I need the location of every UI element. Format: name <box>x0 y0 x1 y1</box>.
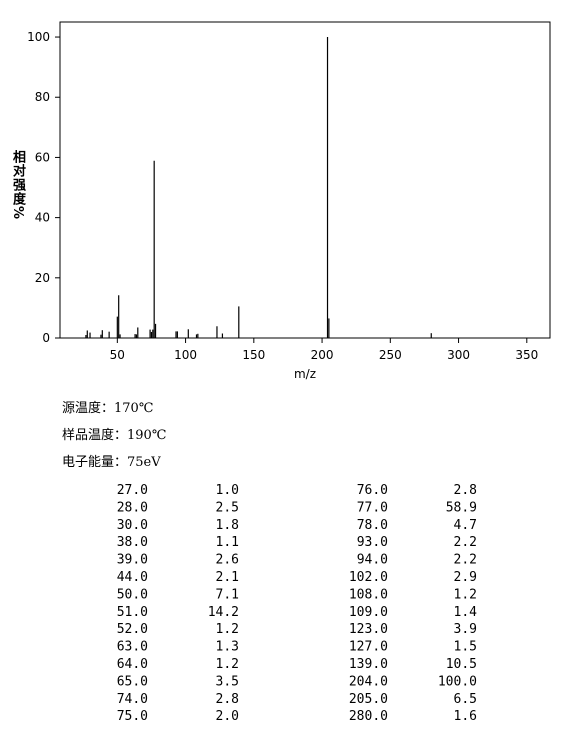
table-intensity: 1.4 <box>454 605 478 620</box>
y-tick-label: 80 <box>35 90 50 104</box>
table-intensity: 2.2 <box>454 535 477 550</box>
table-mz: 77.0 <box>357 500 388 515</box>
table-mz: 64.0 <box>117 657 148 672</box>
table-mz: 139.0 <box>349 657 388 672</box>
x-tick-label: 350 <box>515 348 538 362</box>
x-tick-label: 250 <box>379 348 402 362</box>
table-mz: 123.0 <box>349 622 388 637</box>
table-intensity: 3.5 <box>216 674 239 689</box>
y-tick-label: 0 <box>42 331 50 345</box>
table-intensity: 2.6 <box>216 553 239 568</box>
table-intensity: 7.1 <box>216 587 239 602</box>
table-mz: 52.0 <box>117 622 148 637</box>
table-intensity: 1.2 <box>454 587 477 602</box>
table-mz: 50.0 <box>117 587 148 602</box>
table-mz: 94.0 <box>357 553 388 568</box>
table-intensity: 2.8 <box>216 692 239 707</box>
table-mz: 74.0 <box>117 692 148 707</box>
table-intensity: 1.0 <box>216 483 239 498</box>
table-mz: 76.0 <box>357 483 388 498</box>
table-mz: 78.0 <box>357 518 388 533</box>
table-mz: 65.0 <box>117 674 148 689</box>
table-intensity: 3.9 <box>454 622 477 637</box>
table-mz: 75.0 <box>117 709 148 724</box>
y-tick-label: 60 <box>35 150 50 164</box>
table-mz: 27.0 <box>117 483 148 498</box>
table-intensity: 1.1 <box>216 535 239 550</box>
x-tick-label: 50 <box>110 348 125 362</box>
x-tick-label: 200 <box>311 348 334 362</box>
table-intensity: 1.6 <box>454 709 477 724</box>
x-tick-label: 100 <box>174 348 197 362</box>
table-intensity: 1.2 <box>216 622 239 637</box>
condition: 源温度：170℃ <box>62 400 153 416</box>
condition: 电子能量：75eV <box>62 455 161 470</box>
table-mz: 109.0 <box>349 605 388 620</box>
table-intensity: 10.5 <box>446 657 477 672</box>
x-tick-label: 150 <box>242 348 265 362</box>
table-intensity: 2.2 <box>454 553 477 568</box>
table-intensity: 2.0 <box>216 709 239 724</box>
table-mz: 204.0 <box>349 674 388 689</box>
table-mz: 38.0 <box>117 535 148 550</box>
table-mz: 280.0 <box>349 709 388 724</box>
x-tick-label: 300 <box>447 348 470 362</box>
table-intensity: 1.5 <box>454 640 477 655</box>
table-intensity: 2.8 <box>454 483 477 498</box>
table-mz: 39.0 <box>117 553 148 568</box>
table-mz: 28.0 <box>117 500 148 515</box>
table-intensity: 100.0 <box>438 674 477 689</box>
table-mz: 30.0 <box>117 518 148 533</box>
table-mz: 102.0 <box>349 570 388 585</box>
table-intensity: 6.5 <box>454 692 477 707</box>
table-intensity: 2.5 <box>216 500 239 515</box>
table-intensity: 1.8 <box>216 518 239 533</box>
table-intensity: 14.2 <box>208 605 239 620</box>
y-tick-label: 100 <box>27 30 50 44</box>
y-axis-label: 相对强度% <box>10 150 25 221</box>
table-intensity: 4.7 <box>454 518 477 533</box>
table-mz: 127.0 <box>349 640 388 655</box>
table-intensity: 1.2 <box>216 657 239 672</box>
y-tick-label: 20 <box>35 271 50 285</box>
table-intensity: 58.9 <box>446 500 477 515</box>
table-mz: 108.0 <box>349 587 388 602</box>
table-intensity: 2.9 <box>454 570 477 585</box>
plot-frame <box>59 21 551 339</box>
table-mz: 205.0 <box>349 692 388 707</box>
y-tick-label: 40 <box>35 211 50 225</box>
table-mz: 63.0 <box>117 640 148 655</box>
table-mz: 93.0 <box>357 535 388 550</box>
table-mz: 44.0 <box>117 570 148 585</box>
table-intensity: 1.3 <box>216 640 239 655</box>
x-axis-label: m/z <box>294 367 316 381</box>
table-intensity: 2.1 <box>216 570 239 585</box>
condition: 样品温度：190℃ <box>62 427 166 443</box>
table-mz: 51.0 <box>117 605 148 620</box>
